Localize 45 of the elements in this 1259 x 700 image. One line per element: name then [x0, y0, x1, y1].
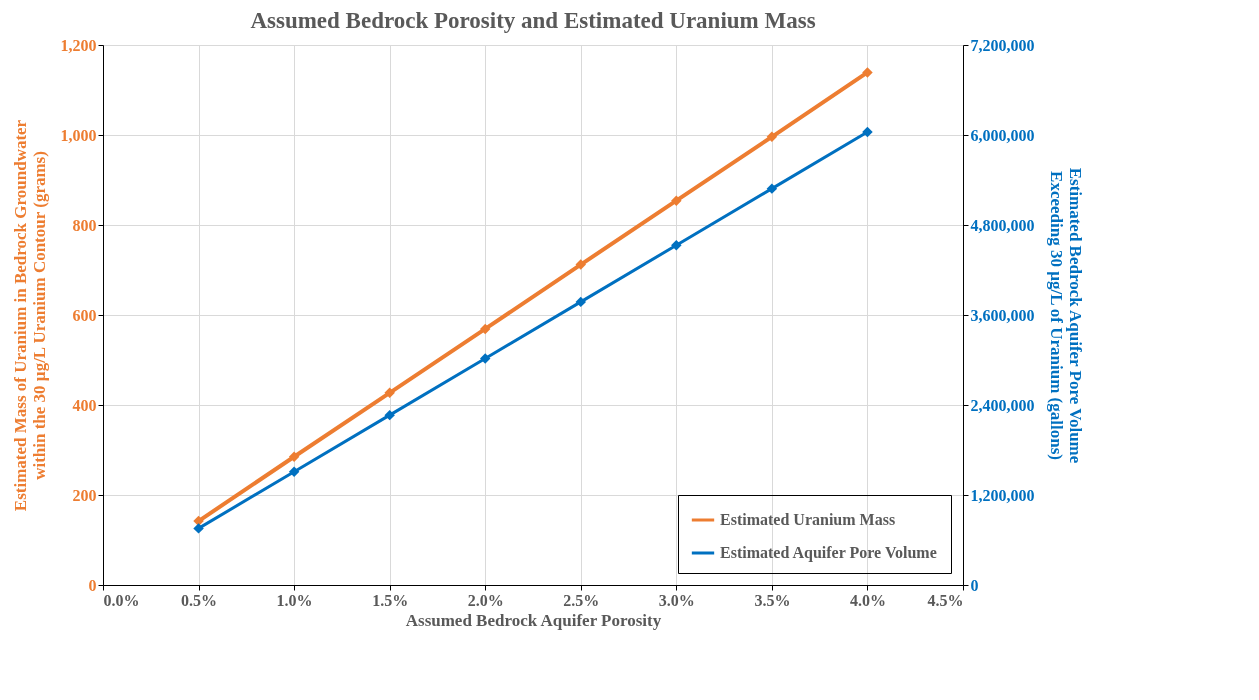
point: [575, 296, 587, 308]
point: [575, 259, 587, 270]
y2-tick-label: 0: [970, 576, 979, 594]
x-tick-label: 2.5%: [563, 591, 600, 609]
y2-tick-label: 4,800,000: [970, 216, 1035, 234]
y-tick-label: 600: [72, 306, 97, 324]
x-tick-label: 4.0%: [849, 591, 886, 609]
x-tick-label: 2.0%: [467, 591, 504, 609]
x-tick-label: 0.0%: [103, 591, 140, 609]
legend-label: Estimated Uranium Mass: [720, 511, 896, 528]
point: [479, 353, 491, 364]
y2-tick-label: 1,200,000: [970, 486, 1035, 504]
y2-tick-label: 7,200,000: [970, 36, 1035, 54]
y2-tick-label: 2,400,000: [970, 396, 1035, 414]
point: [671, 240, 682, 251]
x-tick-label: 0.5%: [181, 591, 218, 609]
y-tick-label: 800: [72, 216, 97, 234]
point: [862, 126, 873, 138]
chart-title: Assumed Bedrock Porosity and Estimated Uranium Mass: [250, 8, 816, 33]
x-tick-label: 1.5%: [372, 591, 409, 609]
point: [384, 409, 395, 421]
y-tick-label: 1,000: [60, 126, 97, 144]
y-tick-label: 200: [72, 486, 97, 504]
y2-tick-label: 3,600,000: [970, 306, 1035, 324]
point: [384, 387, 395, 399]
point: [193, 523, 204, 534]
y2-axis-title: Estimated Bedrock Aquifer Pore Volume Exceeding 30 µg/L of Uranium (gallons): [1046, 167, 1085, 464]
x-axis-title: Assumed Bedrock Aquifer Porosity: [405, 610, 662, 630]
x-tick-label: 3.0%: [658, 591, 695, 609]
y-tick-label: 400: [72, 396, 97, 414]
point: [479, 323, 491, 335]
y-axis-title: Estimated Mass of Uranium in Bedrock Groundwater within the 30 µg/L Uranium Contour (grams): [10, 119, 49, 512]
y-tick-label: 0: [88, 576, 97, 594]
x-tick-label: 3.5%: [754, 591, 791, 609]
point: [862, 67, 873, 78]
x-tick-label: 1.0%: [276, 591, 313, 609]
point: [766, 183, 778, 194]
legend-label: Estimated Aquifer Pore Volume: [720, 544, 937, 562]
point: [671, 195, 682, 206]
point: [288, 451, 300, 462]
x-tick-label: 4.5%: [927, 591, 964, 609]
point: [766, 131, 778, 143]
point: [288, 466, 300, 477]
y-tick-label: 1,200: [60, 36, 97, 54]
y2-tick-label: 6,000,000: [970, 126, 1035, 144]
